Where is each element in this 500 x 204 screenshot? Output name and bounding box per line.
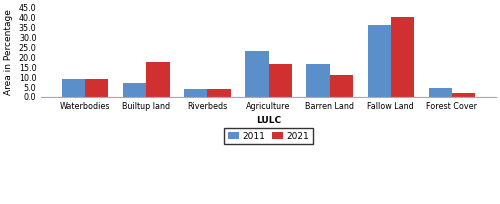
Bar [306, 64, 330, 97]
Bar [85, 79, 108, 97]
Bar [246, 51, 268, 97]
Bar [330, 75, 353, 97]
Bar [146, 62, 170, 97]
Bar [123, 83, 146, 97]
Bar [208, 89, 231, 97]
Y-axis label: Area in Percentage: Area in Percentage [4, 9, 13, 95]
Bar [62, 79, 85, 97]
Bar [452, 93, 475, 97]
Legend: 2011, 2021: 2011, 2021 [224, 128, 313, 144]
Bar [391, 17, 414, 97]
Bar [428, 88, 452, 97]
X-axis label: LULC: LULC [256, 116, 281, 125]
Bar [268, 64, 292, 97]
Bar [368, 25, 391, 97]
Bar [184, 89, 208, 97]
